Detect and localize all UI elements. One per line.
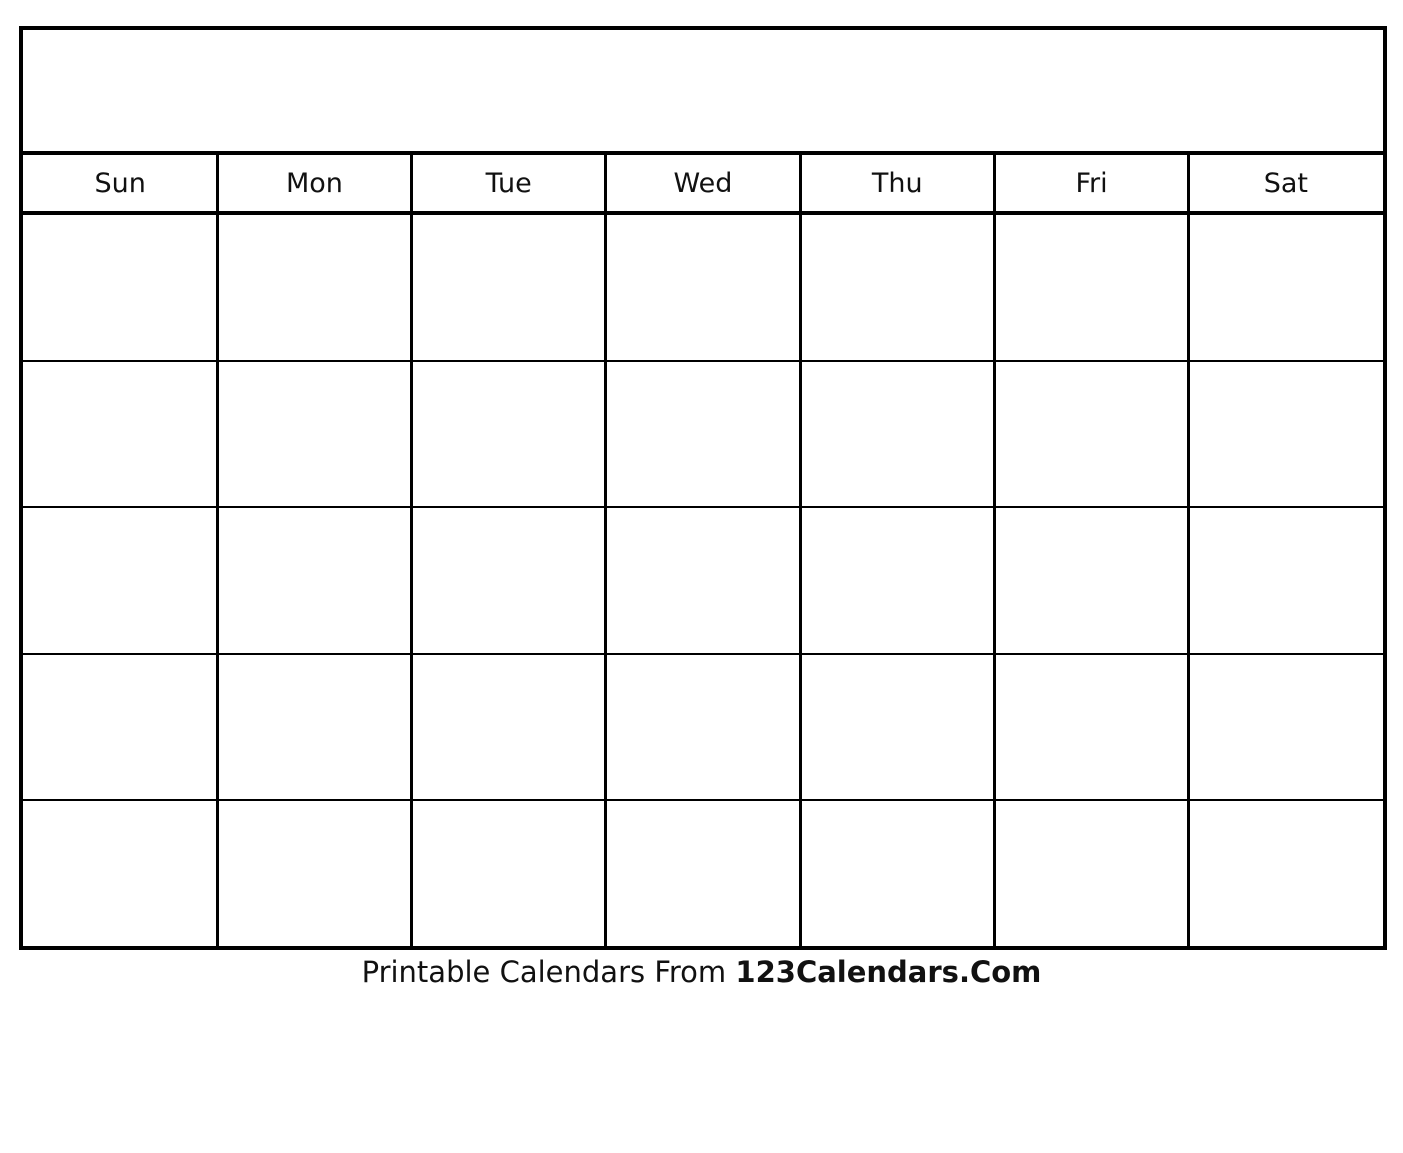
day-cell xyxy=(800,507,994,653)
row-divider xyxy=(23,652,1383,655)
day-cell xyxy=(23,507,217,653)
row-divider xyxy=(23,798,1383,801)
day-cell xyxy=(800,654,994,800)
day-cell xyxy=(217,507,411,653)
day-header-fri: Fri xyxy=(1075,167,1108,199)
day-header-thu: Thu xyxy=(871,167,923,199)
row-divider xyxy=(23,360,1383,363)
day-cell xyxy=(606,654,800,800)
day-cell xyxy=(412,800,606,946)
day-cell xyxy=(606,215,800,361)
day-cell xyxy=(994,215,1188,361)
day-header-mon: Mon xyxy=(285,167,343,199)
column-divider xyxy=(798,155,802,946)
day-cell xyxy=(217,654,411,800)
day-header-sat: Sat xyxy=(1263,167,1308,199)
day-cell xyxy=(217,800,411,946)
footer-brand: 123Calendars.Com xyxy=(735,955,1042,989)
footer-credit: Printable Calendars From 123Calendars.Co… xyxy=(0,955,1403,989)
day-cell xyxy=(412,361,606,507)
day-cell xyxy=(1189,654,1383,800)
day-cell xyxy=(23,800,217,946)
day-cell xyxy=(994,654,1188,800)
column-divider xyxy=(1187,155,1191,946)
day-cell xyxy=(994,507,1188,653)
column-divider xyxy=(992,155,996,946)
column-divider xyxy=(604,155,608,946)
row-divider xyxy=(23,506,1383,509)
calendar-grid: Sun Mon Tue Wed Thu Fri Sat xyxy=(19,26,1387,950)
day-header-tue: Tue xyxy=(485,167,532,199)
day-cell xyxy=(994,800,1188,946)
footer-prefix: Printable Calendars From xyxy=(361,955,736,989)
day-cell xyxy=(412,654,606,800)
day-cell xyxy=(800,215,994,361)
day-cell xyxy=(800,800,994,946)
day-cell xyxy=(412,215,606,361)
day-cell xyxy=(23,361,217,507)
day-cell xyxy=(217,215,411,361)
column-divider xyxy=(215,155,219,946)
day-cell xyxy=(1189,507,1383,653)
day-cell xyxy=(1189,800,1383,946)
day-cell xyxy=(1189,215,1383,361)
day-cell xyxy=(23,654,217,800)
day-cell xyxy=(800,361,994,507)
day-header-divider xyxy=(23,211,1383,215)
month-title-area xyxy=(23,30,1383,155)
day-header-sun: Sun xyxy=(94,167,146,199)
day-cell xyxy=(994,361,1188,507)
day-cell xyxy=(606,361,800,507)
day-cell xyxy=(412,507,606,653)
column-divider xyxy=(410,155,414,946)
day-header-wed: Wed xyxy=(673,167,733,199)
day-cell xyxy=(23,215,217,361)
day-cell xyxy=(606,507,800,653)
day-cell xyxy=(217,361,411,507)
day-cell xyxy=(1189,361,1383,507)
day-cell xyxy=(606,800,800,946)
